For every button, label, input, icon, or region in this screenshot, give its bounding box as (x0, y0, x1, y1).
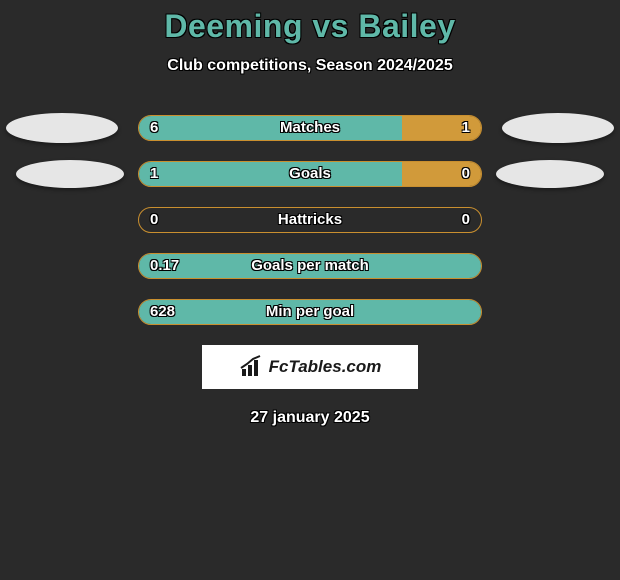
source-badge: FcTables.com (202, 345, 418, 389)
player-avatar (16, 160, 124, 188)
metric-label: Hattricks (138, 207, 482, 233)
player-avatar (502, 113, 614, 143)
metric-label: Goals (138, 161, 482, 187)
date-label: 27 january 2025 (0, 409, 620, 427)
stat-rows: 61Matches10Goals00Hattricks0.17Goals per… (0, 115, 620, 325)
stat-row: 00Hattricks (0, 207, 620, 233)
badge-text: FcTables.com (269, 357, 382, 377)
chart-icon (239, 355, 263, 379)
stat-row: 628Min per goal (0, 299, 620, 325)
page-title: Deeming vs Bailey (0, 8, 620, 45)
metric-label: Matches (138, 115, 482, 141)
metric-label: Goals per match (138, 253, 482, 279)
player-avatar (496, 160, 604, 188)
subtitle: Club competitions, Season 2024/2025 (0, 57, 620, 75)
metric-label: Min per goal (138, 299, 482, 325)
player-avatar (6, 113, 118, 143)
stat-row: 0.17Goals per match (0, 253, 620, 279)
